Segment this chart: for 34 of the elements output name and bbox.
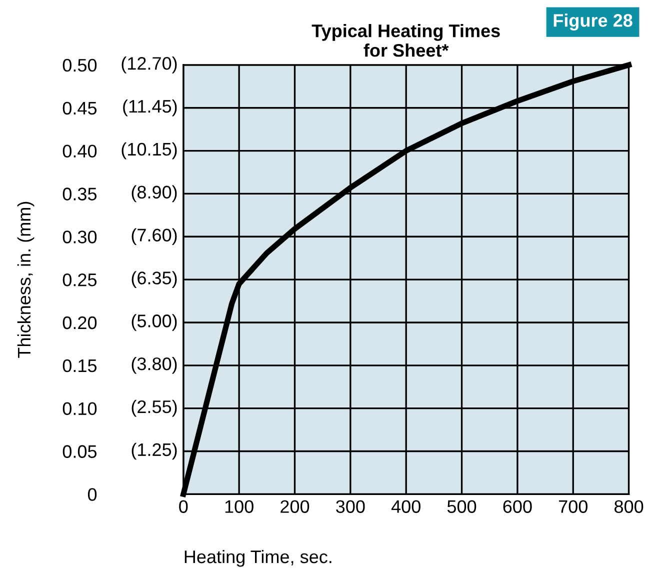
text: (10.15) <box>122 142 177 160</box>
x-tick-label: 400 <box>391 500 420 513</box>
chart-title: Typical Heating Times for Sheet* <box>312 24 500 57</box>
x-tick-label: 700 <box>558 500 588 513</box>
x-tick-label: 0 <box>179 500 188 513</box>
y-axis-title: Thickness, in. (mm) <box>17 202 34 358</box>
x-tick-label: 600 <box>503 500 532 513</box>
x-axis-title: Heating Time, sec. <box>184 550 332 567</box>
y-tick-label: 0.25 <box>62 273 97 286</box>
text: (7.60) <box>132 228 177 246</box>
y-tick-label: 0.30 <box>62 230 97 244</box>
y-tick-label: 0.15 <box>62 359 97 372</box>
text: (6.35) <box>132 271 177 288</box>
text: (2.55) <box>132 400 177 417</box>
x-tick-label: 500 <box>447 500 476 513</box>
text: (12.70) <box>122 56 177 74</box>
y-tick-label: 0.10 <box>62 402 97 416</box>
text: (5.00) <box>132 314 177 331</box>
text: (1.25) <box>132 442 177 460</box>
y-tick-label: 0.45 <box>62 102 97 115</box>
caption: Figure 28 <box>554 14 632 30</box>
x-tick-label: 100 <box>225 500 254 513</box>
y-tick-label: 0.05 <box>62 445 97 458</box>
x-tick-label: 800 <box>614 500 644 513</box>
text: (8.90) <box>132 185 177 202</box>
y-tick-label: 0.50 <box>62 58 97 72</box>
y-tick-label: 0.35 <box>62 188 97 200</box>
text: (3.80) <box>132 356 177 374</box>
y-tick-label: 0.20 <box>62 316 97 330</box>
x-tick-label: 200 <box>280 500 310 513</box>
y-tick-label: 0 <box>88 488 97 501</box>
y-tick-label: 0.40 <box>62 144 97 158</box>
text: (11.45) <box>123 99 177 116</box>
x-tick-label: 300 <box>336 500 365 513</box>
